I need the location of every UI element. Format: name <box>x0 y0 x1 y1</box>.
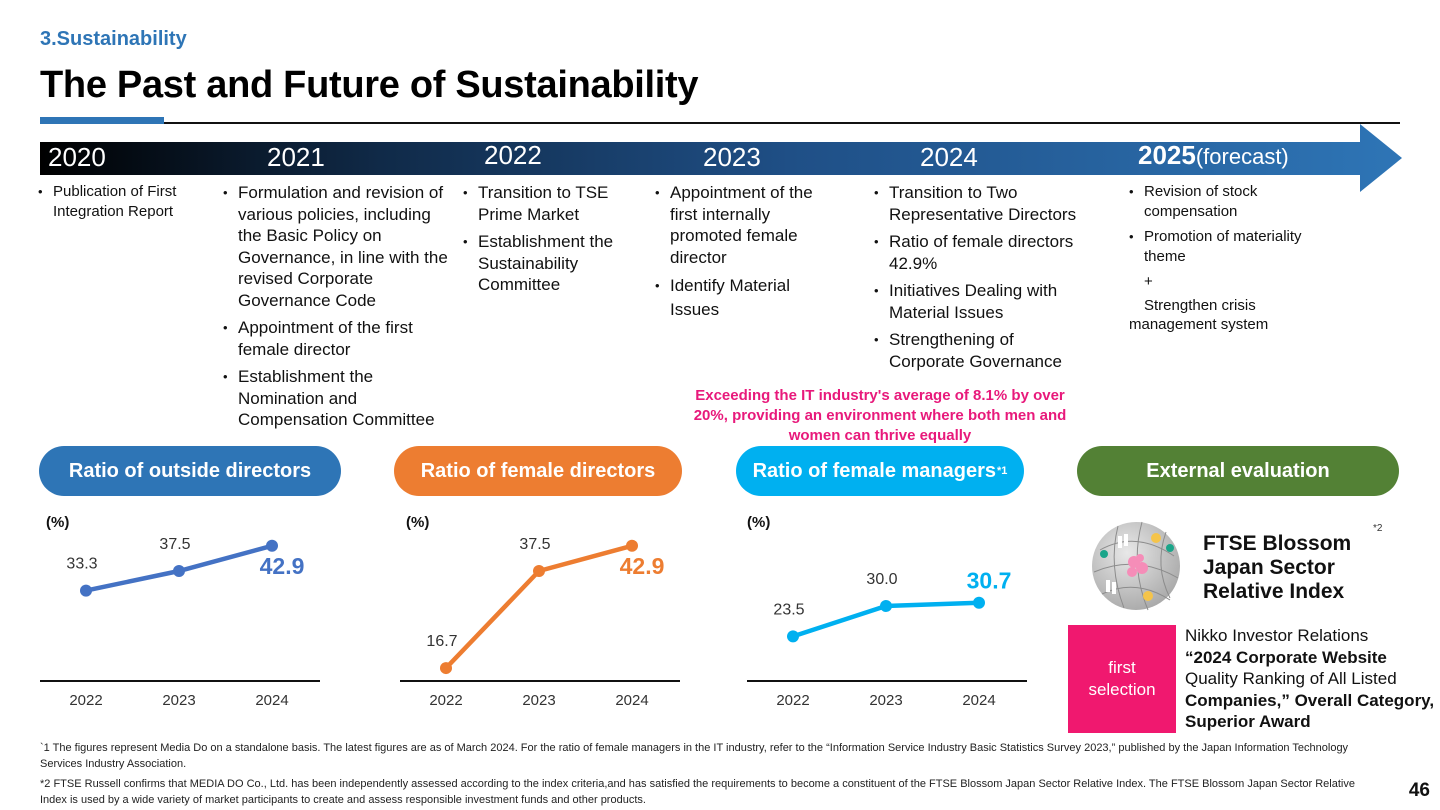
data-label: 33.3 <box>66 556 97 573</box>
pill-external-evaluation: External evaluation <box>1077 446 1399 496</box>
ftse-line: Japan Sector <box>1203 556 1335 579</box>
pill-label: Ratio of outside directors <box>68 459 312 482</box>
timeline-column-2021: Formulation and revision of various poli… <box>223 182 455 437</box>
x-tick-label: 2023 <box>869 692 902 709</box>
x-tick-label: 2022 <box>776 692 809 709</box>
award-line: Quality Ranking of All Listed <box>1185 669 1397 688</box>
x-tick-label: 2022 <box>429 692 462 709</box>
timeline-item: Transition to TSE Prime Market <box>463 182 643 225</box>
timeline-item: Transition to Two Representative Directo… <box>874 182 1089 225</box>
data-label: 37.5 <box>159 536 190 553</box>
first-selection-badge: first selection <box>1068 625 1176 733</box>
year-2022: 2022 <box>484 140 542 170</box>
x-tick-label: 2022 <box>69 692 102 709</box>
data-label: 16.7 <box>426 633 457 650</box>
year-2023: 2023 <box>703 142 761 172</box>
timeline-extra-line: Strengthen crisis <box>1144 296 1256 314</box>
timeline-column-2020: Publication of First Integration Report <box>38 182 198 227</box>
chart-female-managers: (%) 23.5 2022 30.0 2023 30.7 2024 <box>745 506 1045 716</box>
data-point <box>440 662 452 675</box>
timeline-column-2023: Appointment of the first internally prom… <box>655 182 835 328</box>
timeline-column-2022: Transition to TSE Prime Market Establish… <box>463 182 643 302</box>
data-point <box>266 539 278 552</box>
timeline-extra-line: management system <box>1129 316 1269 333</box>
forecast-label: (forecast) <box>1195 144 1289 169</box>
timeline-item: Identify Material Issues <box>655 274 835 322</box>
timeline-item: Formulation and revision of various poli… <box>223 182 455 311</box>
timeline-item: Establishment the Nomination and Compens… <box>223 366 455 431</box>
footnote-1: `1 The figures represent Media Do on a s… <box>40 742 1349 770</box>
timeline-item: Strengthening of Corporate Governance <box>874 329 1089 372</box>
data-point <box>533 565 545 577</box>
timeline-column-2025: Revision of stock compensation Promotion… <box>1129 182 1329 335</box>
timeline-item: Ratio of female directors 42.9% <box>874 231 1089 274</box>
series-line <box>444 543 633 670</box>
data-label: 42.9 <box>620 553 665 579</box>
timeline-item: Revision of stock compensation <box>1129 182 1329 221</box>
data-label: 30.0 <box>866 571 897 588</box>
award-description: Nikko Investor Relations “2024 Corporate… <box>1185 625 1435 733</box>
timeline-arrow <box>40 124 1402 192</box>
x-tick-label: 2023 <box>162 692 195 709</box>
badge-line: selection <box>1088 680 1156 699</box>
data-point <box>80 584 92 597</box>
pill-label: Ratio of female managers <box>752 459 996 482</box>
data-point <box>626 539 638 552</box>
timeline-item: Initiatives Dealing with Material Issues <box>874 280 1089 323</box>
timeline-item: Appointment of the first internally prom… <box>655 182 835 268</box>
footnote-ref: *2 <box>1373 523 1383 534</box>
data-point <box>973 596 985 609</box>
unit-label: (%) <box>406 514 430 531</box>
data-label: 37.5 <box>519 536 550 553</box>
ftse-line: FTSE Blossom <box>1203 532 1352 555</box>
data-label: 42.9 <box>260 553 305 579</box>
data-label: 23.5 <box>773 601 804 618</box>
chart-outside-directors: (%) 33.3 2022 37.5 2023 42.9 2024 <box>38 506 338 716</box>
award-line: “2024 Corporate Website <box>1185 647 1387 667</box>
year-2025-forecast: 2025(forecast) <box>1138 140 1289 171</box>
page-number: 46 <box>1408 780 1430 801</box>
chart-female-directors: (%) 16.7 2022 37.5 2023 42.9 2024 <box>398 506 698 716</box>
timeline-column-2024: Transition to Two Representative Directo… <box>874 182 1089 378</box>
footnote-2: *2 FTSE Russell confirms that MEDIA DO C… <box>40 778 1355 806</box>
x-tick-label: 2024 <box>255 692 288 709</box>
award-line: Nikko Investor Relations <box>1185 626 1369 645</box>
plus-sign: + <box>1144 273 1153 290</box>
pill-female-managers: Ratio of female managers *1 <box>736 446 1024 496</box>
female-managers-callout: Exceeding the IT industry's average of 8… <box>693 387 1067 444</box>
ftse-line: Relative Index <box>1203 580 1345 603</box>
pill-label: Ratio of female directors <box>420 459 656 482</box>
timeline-arrow-shape <box>40 124 1402 192</box>
timeline-item: Promotion of materiality theme <box>1129 227 1329 266</box>
data-point <box>787 630 799 643</box>
year-2024: 2024 <box>920 142 978 172</box>
title-divider <box>40 122 1400 124</box>
title-accent-bar <box>40 117 164 124</box>
timeline-item: Establishment the Sustainability Committ… <box>463 231 643 296</box>
award-line: Companies,” Overall Category, Superior A… <box>1185 690 1435 732</box>
unit-label: (%) <box>747 514 771 531</box>
x-tick-label: 2024 <box>962 692 995 709</box>
year-2025: 2025 <box>1138 140 1196 170</box>
section-label: 3.Sustainability <box>40 28 187 50</box>
timeline-item: Appointment of the first female director <box>223 317 455 360</box>
pill-outside-directors: Ratio of outside directors <box>39 446 341 496</box>
page-title: The Past and Future of Sustainability <box>40 64 699 106</box>
x-tick-label: 2024 <box>615 692 648 709</box>
data-point <box>173 565 185 577</box>
footnote-ref: *1 <box>997 465 1008 477</box>
data-point <box>880 600 892 612</box>
timeline-item: Publication of First Integration Report <box>38 182 198 221</box>
unit-label: (%) <box>46 514 70 531</box>
badge-line: first <box>1108 658 1136 677</box>
ftse-blossom-logo-text: FTSE Blossom Japan Sector Relative Index <box>1203 532 1351 604</box>
x-tick-label: 2023 <box>522 692 555 709</box>
pill-label: External evaluation <box>1146 459 1330 482</box>
pill-female-directors: Ratio of female directors <box>394 446 682 496</box>
ftse-blossom-globe-icon <box>1090 520 1182 612</box>
year-2020: 2020 <box>48 142 106 172</box>
year-2021: 2021 <box>267 142 325 172</box>
data-label: 30.7 <box>967 568 1012 594</box>
